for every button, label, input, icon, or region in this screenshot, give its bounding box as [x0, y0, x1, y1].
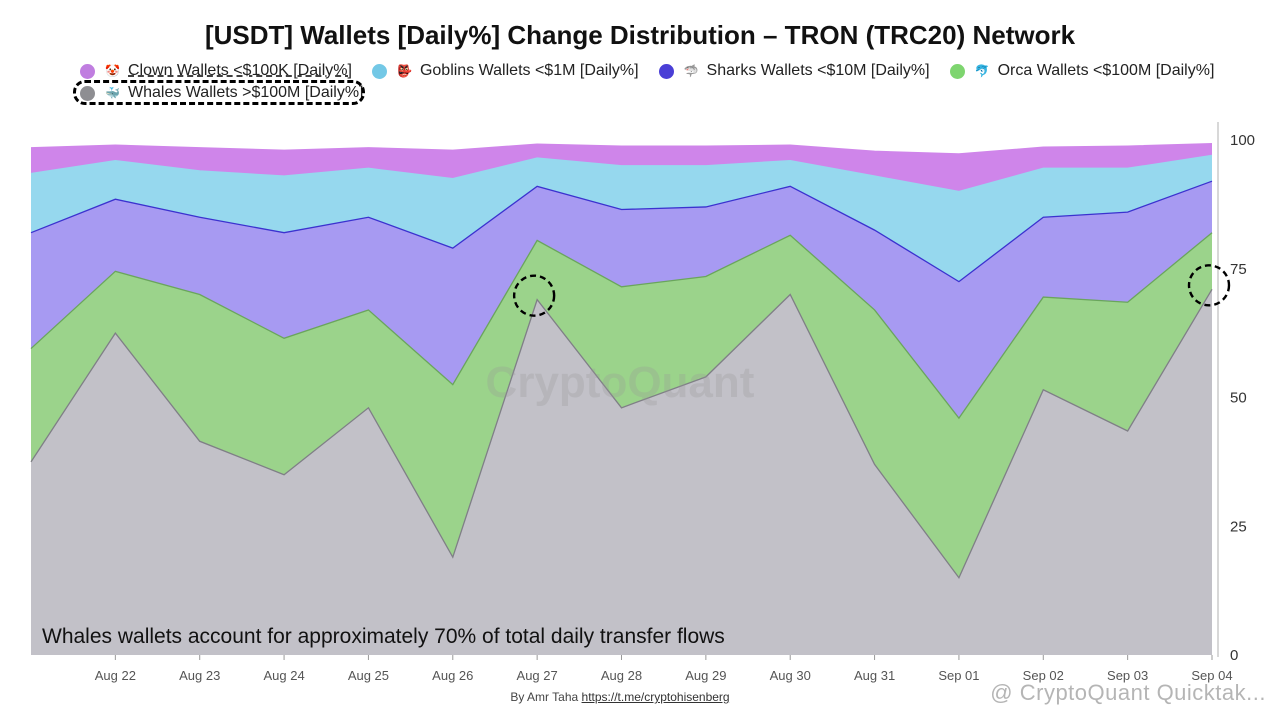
x-tick-label: Sep 04 [1191, 668, 1232, 683]
y-tick-label: 50 [1230, 390, 1247, 407]
orca-series-swatch [949, 63, 965, 79]
series-line-1 [30, 232, 1213, 420]
highlight-markers [512, 264, 1231, 317]
x-tick-label: Aug 23 [179, 668, 220, 683]
y-tick-label: 100 [1230, 132, 1255, 149]
x-tick-label: Aug 28 [601, 668, 642, 683]
legend-item-goblins[interactable]: 👺 Goblins Wallets <$1M [Daily%] [371, 62, 639, 80]
x-tick-label: Aug 25 [348, 668, 389, 683]
legend-label-whales: Whales Wallets >$100M [Daily%] [128, 84, 364, 101]
sharks-series-swatch [658, 63, 674, 79]
series-line-2 [30, 180, 1213, 283]
whale-icon: 🐳 [104, 84, 121, 102]
orca-icon: 🐬 [973, 62, 991, 80]
axes: 0 25 50 75 100 Aug 22 Aug 23 Aug 24 Aug 25 Aug 26… [95, 122, 1255, 683]
footer-link[interactable]: https://t.me/cryptohisenberg [581, 690, 730, 704]
x-tick-label: Sep 02 [1023, 668, 1064, 683]
chart-annotation: Whales wallets account for approximately… [42, 625, 725, 648]
x-tick-label: Aug 31 [854, 668, 895, 683]
series-areas [30, 142, 1213, 656]
legend-label-sharks: Sharks Wallets <$10M [Daily%] [706, 62, 930, 79]
x-tick-label: Sep 03 [1107, 668, 1148, 683]
x-tick-label: Aug 24 [263, 668, 304, 683]
y-tick-label: 0 [1230, 647, 1238, 664]
chart-title: [USDT] Wallets [Daily%] Change Distribut… [204, 20, 1076, 50]
x-tick-label: Aug 29 [685, 668, 726, 683]
legend-label-goblins: Goblins Wallets <$1M [Daily%] [419, 62, 639, 79]
clown-series-swatch [80, 63, 95, 79]
legend-item-orca[interactable]: 🐬 Orca Wallets <$100M [Daily%] [949, 62, 1215, 80]
whales-legend-highlight [73, 80, 365, 105]
x-tick-label: Aug 27 [517, 668, 558, 683]
goblin-icon: 👺 [395, 62, 413, 80]
y-tick-label: 75 [1230, 261, 1247, 278]
highlight-circle [1187, 264, 1231, 307]
legend-row-1: 🤡 Clown Wallets <$100K [Daily%] 👺 Goblin… [80, 62, 1234, 80]
series-line-4 [30, 142, 1213, 155]
series-area-0 [31, 289, 1212, 655]
y-tick-label: 25 [1230, 518, 1247, 535]
footer-author: By Amr Taha [510, 690, 582, 704]
series-line-0 [30, 289, 1213, 580]
quicktake-watermark: @ CryptoQuant Quicktak... [990, 680, 1266, 705]
shark-icon: 🦈 [682, 62, 700, 80]
x-tick-label: Aug 22 [95, 668, 136, 683]
clown-face-icon: 🤡 [104, 62, 121, 80]
highlight-circle [512, 274, 556, 317]
x-tick-label: Aug 26 [432, 668, 473, 683]
legend-label-clown: Clown Wallets <$100K [Daily%] [128, 62, 352, 79]
legend-item-sharks[interactable]: 🦈 Sharks Wallets <$10M [Daily%] [658, 62, 930, 80]
goblins-series-swatch [371, 63, 387, 79]
legend-label-orca: Orca Wallets <$100M [Daily%] [997, 62, 1215, 79]
x-tick-label: Aug 30 [770, 668, 811, 683]
watermark: CryptoQuant [486, 358, 755, 407]
footer-credit: By Amr Taha https://t.me/cryptohisenberg [0, 690, 1240, 704]
legend-item-clown[interactable]: 🤡 Clown Wallets <$100K [Daily%] [80, 62, 352, 80]
x-tick-label: Sep 01 [938, 668, 979, 683]
series-line-3 [30, 154, 1213, 193]
